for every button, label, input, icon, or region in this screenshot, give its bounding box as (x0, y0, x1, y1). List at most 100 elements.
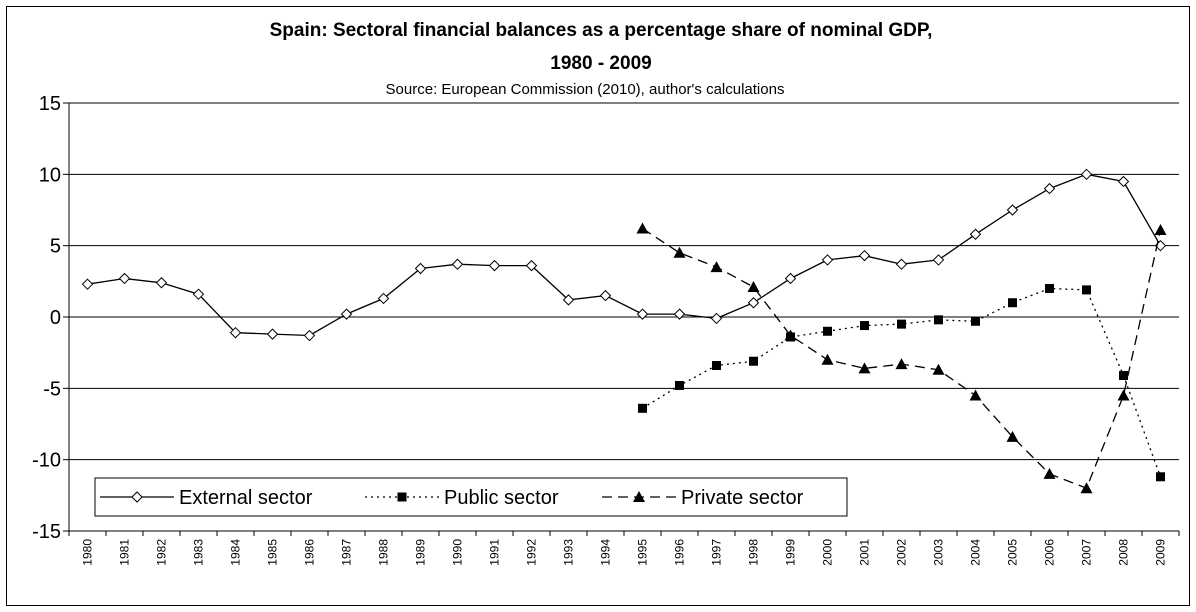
series-external-sector (81, 168, 1167, 342)
x-tick-label: 2005 (1006, 539, 1020, 566)
data-point-external-sector (451, 258, 464, 270)
x-tick-label: 1981 (118, 539, 132, 566)
data-point-external-sector (710, 312, 723, 325)
data-point-public-sector (823, 326, 832, 336)
legend-label-external-sector: External sector (179, 487, 313, 509)
data-point-public-sector (675, 380, 684, 390)
x-tick-label: 1989 (414, 539, 428, 566)
data-point-public-sector (934, 315, 943, 325)
data-point-public-sector (638, 403, 647, 413)
x-tick-label: 2004 (969, 539, 983, 566)
data-point-public-sector (1082, 285, 1091, 295)
data-point-external-sector (821, 254, 834, 266)
chart-frame: Spain: Sectoral financial balances as a … (6, 6, 1190, 606)
x-tick-label: 1990 (451, 539, 465, 566)
data-point-private-sector (1043, 467, 1056, 479)
data-point-external-sector (488, 259, 501, 272)
y-tick-label: 0 (50, 307, 61, 329)
data-point-external-sector (562, 294, 575, 306)
data-point-external-sector (192, 288, 205, 300)
x-tick-label: 1986 (303, 539, 317, 566)
x-tick-label: 1987 (340, 539, 354, 566)
data-point-external-sector (377, 292, 390, 305)
series-line-public-sector (642, 287, 1162, 478)
chart-title-line-1: Spain: Sectoral financial balances as a … (270, 20, 933, 41)
data-point-private-sector (1154, 223, 1167, 235)
x-tick-label: 2002 (895, 539, 909, 566)
data-point-public-sector (1156, 472, 1165, 482)
legend-label-public-sector: Public sector (444, 487, 559, 509)
y-tick-label: 5 (50, 236, 61, 258)
data-point-private-sector (784, 329, 797, 341)
x-tick-label: 1999 (784, 539, 798, 566)
x-tick-label: 1988 (377, 539, 391, 566)
series-line-external-sector (87, 173, 1162, 337)
data-point-external-sector (1043, 182, 1056, 195)
chart-title-line-2: 1980 - 2009 (550, 53, 651, 74)
x-tick-label: 2007 (1080, 539, 1094, 566)
data-point-public-sector (749, 356, 758, 366)
x-tick-label: 1998 (747, 539, 761, 566)
grid-layer (69, 102, 1179, 461)
data-point-public-sector (897, 319, 906, 329)
data-point-private-sector (1080, 482, 1093, 494)
x-tick-label: 2000 (821, 539, 835, 566)
x-tick-label: 1983 (192, 539, 206, 566)
legend-label-private-sector: Private sector (681, 487, 804, 509)
legend-marker-public-sector (397, 492, 407, 502)
x-tick-label: 2001 (858, 539, 872, 566)
data-point-external-sector (932, 254, 945, 266)
y-tick-label: -10 (32, 450, 61, 472)
x-tick-label: 2008 (1117, 539, 1131, 566)
data-point-external-sector (266, 328, 279, 340)
data-point-external-sector (1080, 168, 1093, 181)
data-point-external-sector (895, 258, 908, 270)
data-point-external-sector (229, 326, 242, 339)
data-point-private-sector (1006, 430, 1019, 442)
data-point-private-sector (710, 261, 723, 273)
data-point-public-sector (1045, 283, 1054, 293)
x-tick-label: 1982 (155, 539, 169, 566)
series-private-sector (636, 222, 1167, 494)
x-tick-label: 1992 (525, 539, 539, 566)
legend: External sector Public sector Private sect… (94, 477, 848, 517)
x-tick-label: 1985 (266, 539, 280, 566)
x-tick-label: 2003 (932, 539, 946, 566)
series-public-sector (638, 283, 1165, 482)
data-point-public-sector (971, 316, 980, 326)
x-tick-label: 2006 (1043, 539, 1057, 566)
legend-marker-private-sector (633, 491, 645, 502)
data-point-public-sector (1119, 370, 1128, 380)
data-point-private-sector (1117, 389, 1130, 401)
data-point-private-sector (895, 358, 908, 370)
data-point-external-sector (1117, 175, 1130, 188)
data-point-external-sector (673, 308, 686, 320)
x-tick-label: 2009 (1154, 539, 1168, 566)
data-point-external-sector (118, 272, 131, 285)
data-point-external-sector (784, 272, 797, 285)
data-point-public-sector (1008, 298, 1017, 308)
data-point-private-sector (636, 222, 649, 234)
data-point-public-sector (860, 321, 869, 331)
data-point-external-sector (414, 262, 427, 275)
data-point-private-sector (969, 389, 982, 401)
data-point-external-sector (599, 289, 612, 302)
x-tick-label: 1984 (229, 539, 243, 566)
y-tick-label: 10 (39, 164, 61, 186)
chart-svg: Spain: Sectoral financial balances as a … (32, 20, 1180, 566)
x-tick-label: 1980 (81, 539, 95, 566)
chart-subtitle: Source: European Commission (2010), auth… (386, 81, 785, 98)
x-tick-label: 1995 (636, 539, 650, 566)
data-point-public-sector (712, 361, 721, 371)
data-point-private-sector (747, 281, 760, 293)
y-tick-label: 15 (39, 93, 61, 115)
data-point-private-sector (821, 353, 834, 365)
data-point-external-sector (636, 308, 649, 320)
data-point-external-sector (747, 297, 760, 309)
y-tick-label: -5 (43, 378, 61, 400)
x-tick-label: 1991 (488, 539, 502, 566)
series-layer (81, 168, 1167, 494)
legend-marker-external-sector (131, 491, 143, 503)
data-point-external-sector (858, 249, 871, 262)
data-point-external-sector (81, 278, 94, 290)
